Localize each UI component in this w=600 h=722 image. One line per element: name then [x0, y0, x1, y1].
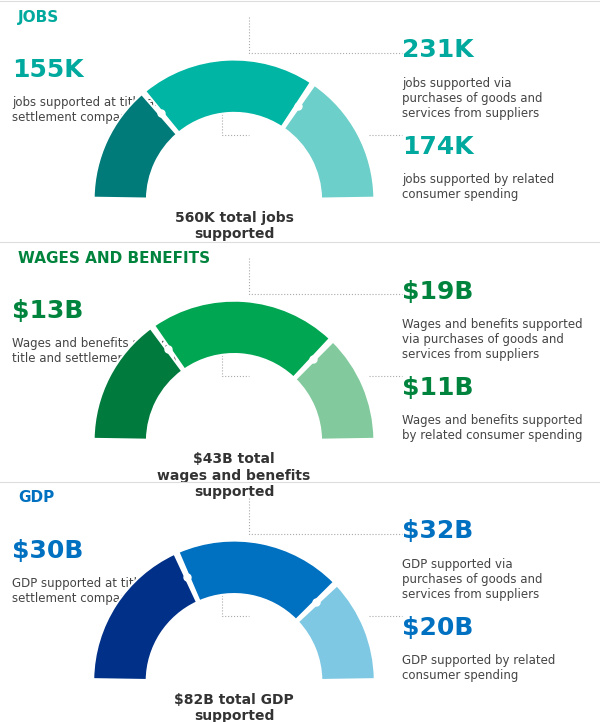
- Text: GDP supported via
purchases of goods and
services from suppliers: GDP supported via purchases of goods and…: [402, 558, 542, 601]
- Text: JOBS: JOBS: [18, 9, 59, 25]
- Wedge shape: [178, 541, 334, 620]
- Wedge shape: [145, 59, 311, 133]
- Text: Wages and benefits supported at
title and settlement companies: Wages and benefits supported at title an…: [12, 337, 208, 365]
- Text: $20B: $20B: [402, 616, 473, 640]
- Text: $32B: $32B: [402, 519, 473, 544]
- Text: $43B total
wages and benefits
supported: $43B total wages and benefits supported: [157, 452, 311, 499]
- Text: $11B: $11B: [402, 375, 473, 400]
- Wedge shape: [93, 554, 197, 680]
- Wedge shape: [295, 342, 374, 440]
- Text: Wages and benefits supported
via purchases of goods and
services from suppliers: Wages and benefits supported via purchas…: [402, 318, 583, 361]
- Wedge shape: [298, 586, 375, 680]
- Text: WAGES AND BENEFITS: WAGES AND BENEFITS: [18, 251, 210, 266]
- Wedge shape: [94, 329, 182, 440]
- Text: 174K: 174K: [402, 134, 473, 159]
- Text: jobs supported by related
consumer spending: jobs supported by related consumer spend…: [402, 173, 554, 201]
- Text: GDP: GDP: [18, 490, 54, 505]
- Text: 155K: 155K: [12, 58, 83, 82]
- Text: GDP supported at title and
settlement companies: GDP supported at title and settlement co…: [12, 578, 170, 605]
- Wedge shape: [154, 300, 330, 378]
- Wedge shape: [94, 94, 177, 199]
- Wedge shape: [284, 85, 374, 199]
- Text: $82B total GDP
supported: $82B total GDP supported: [174, 692, 294, 722]
- Text: $19B: $19B: [402, 279, 473, 304]
- Text: 560K total jobs
supported: 560K total jobs supported: [175, 211, 293, 241]
- Text: 231K: 231K: [402, 38, 473, 63]
- Text: jobs supported at title and
settlement companies: jobs supported at title and settlement c…: [12, 96, 169, 124]
- Text: jobs supported via
purchases of goods and
services from suppliers: jobs supported via purchases of goods an…: [402, 77, 542, 120]
- Text: $30B: $30B: [12, 539, 83, 562]
- Text: Wages and benefits supported
by related consumer spending: Wages and benefits supported by related …: [402, 414, 583, 443]
- Text: GDP supported by related
consumer spending: GDP supported by related consumer spendi…: [402, 654, 556, 682]
- Text: $13B: $13B: [12, 299, 83, 323]
